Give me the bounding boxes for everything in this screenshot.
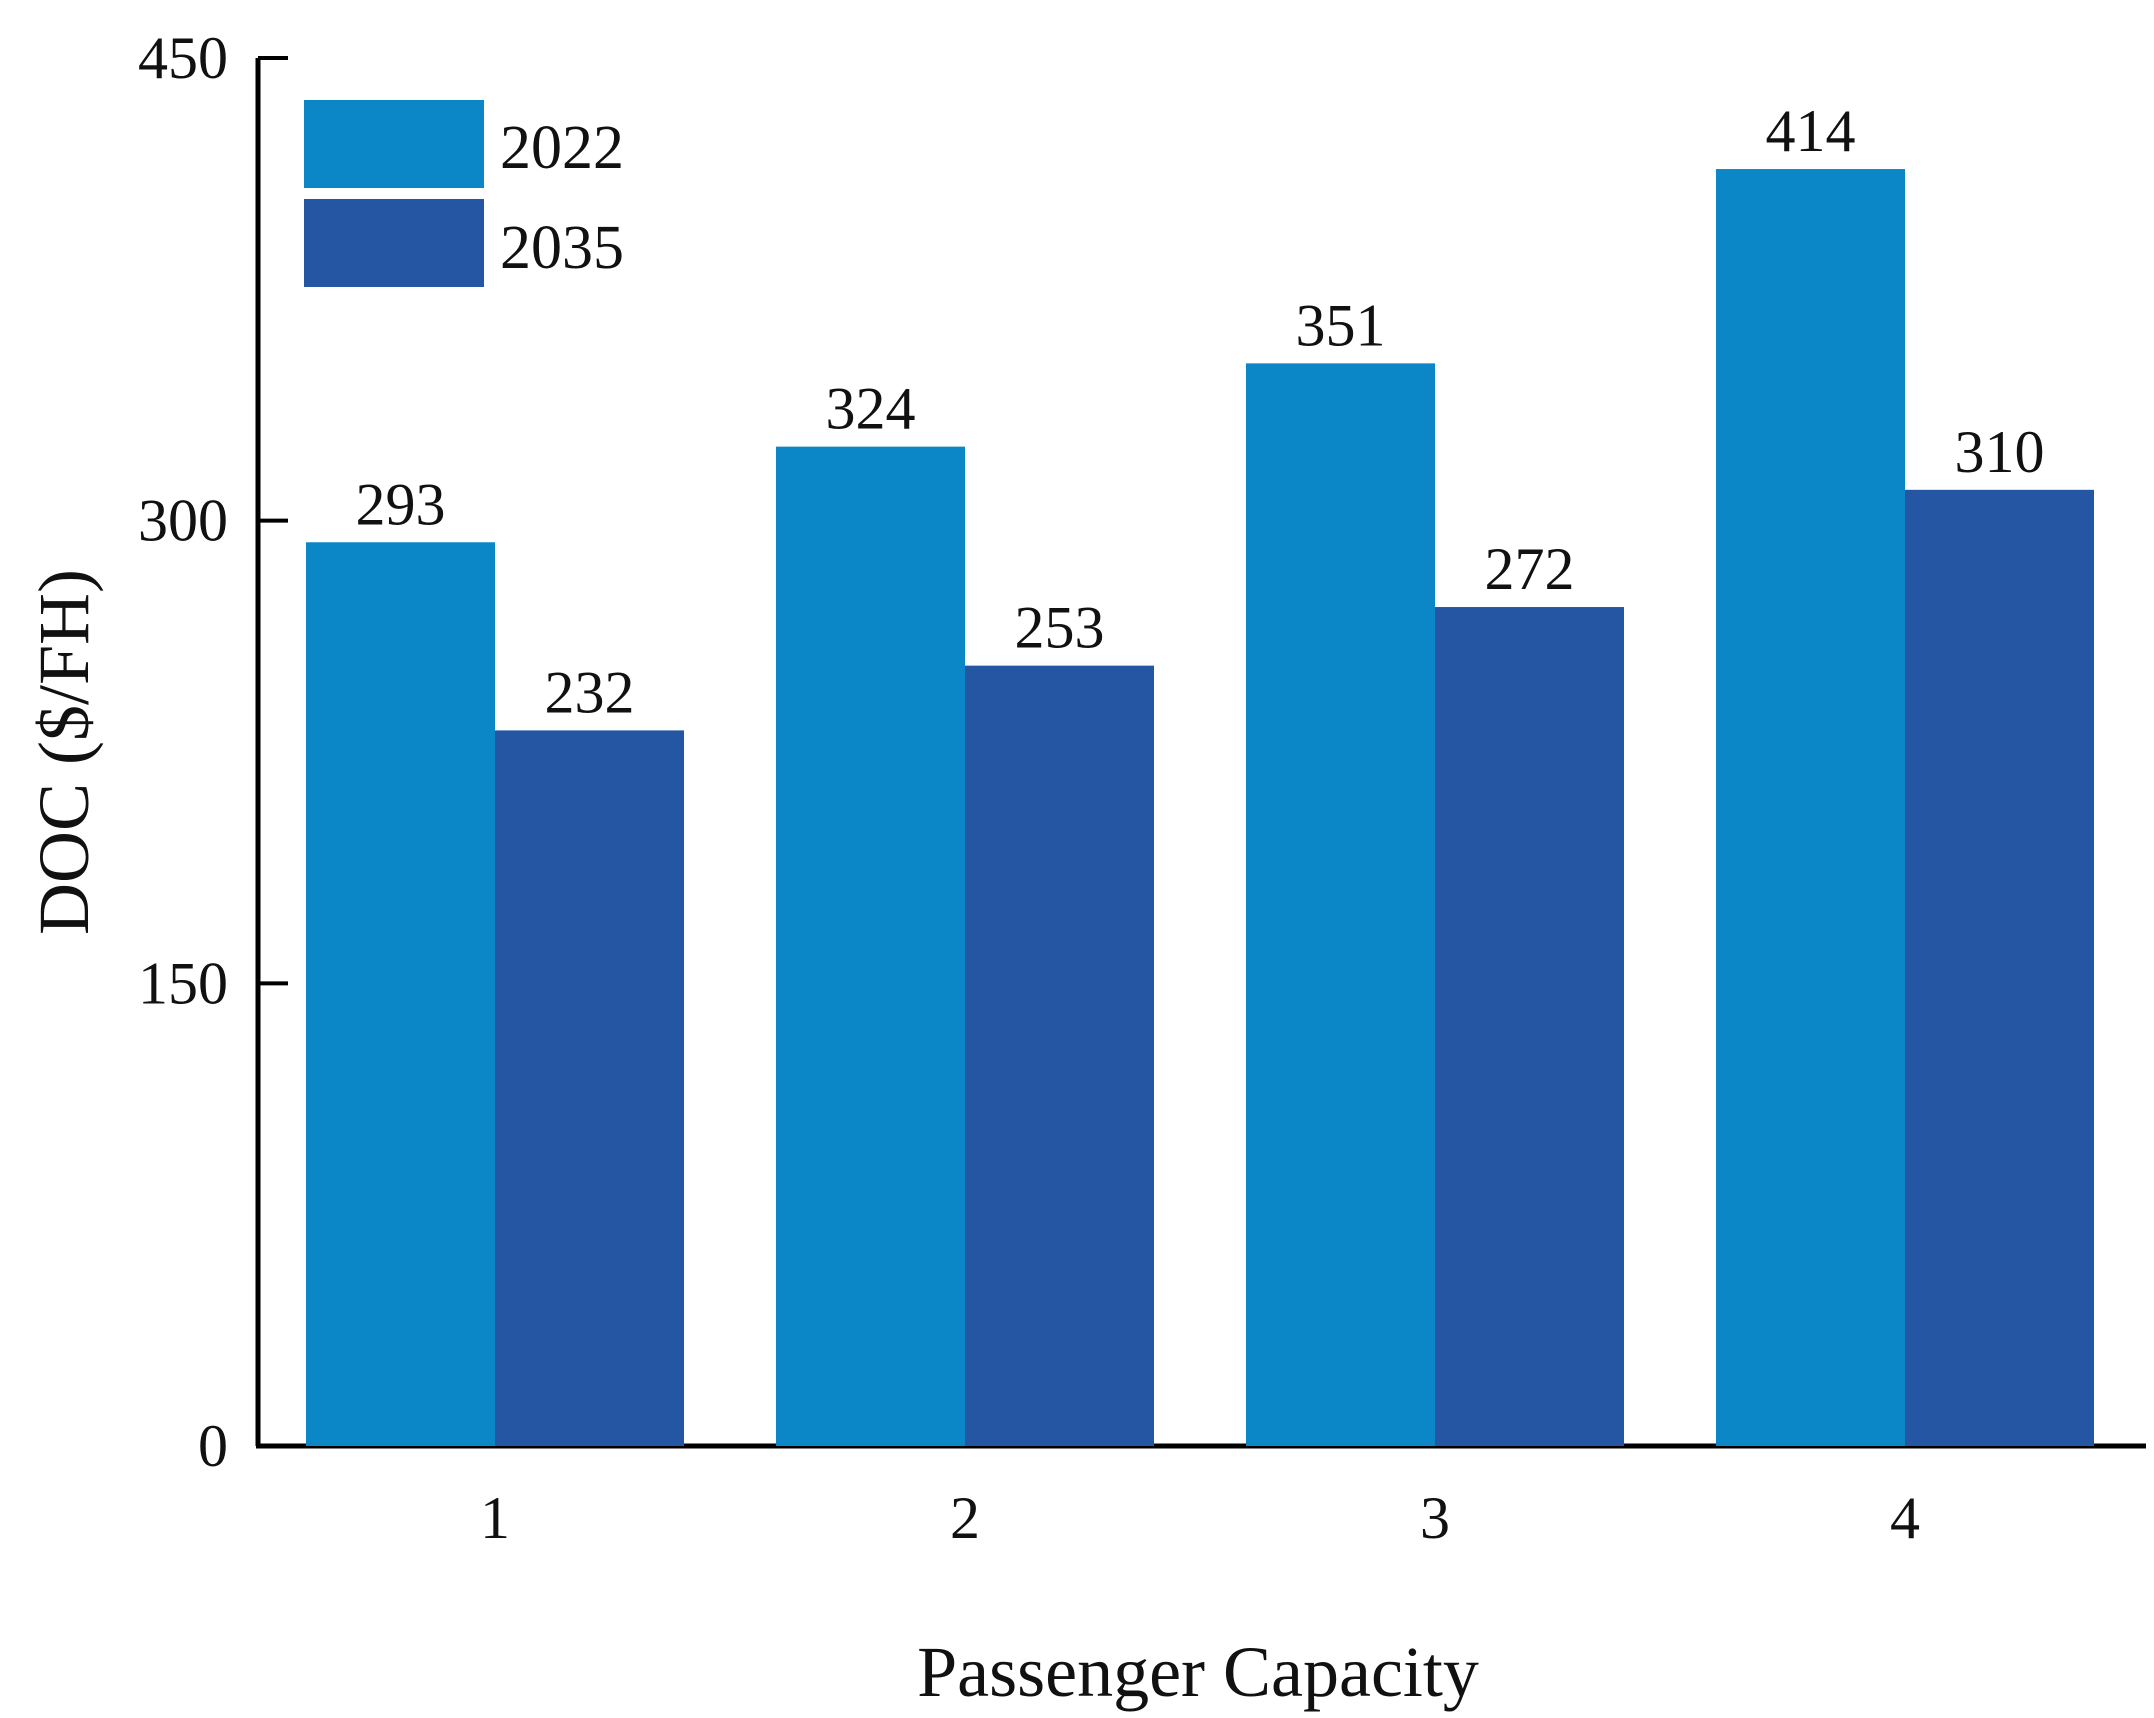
legend-swatch-2035 [304, 199, 484, 287]
data-label-2035-cat-1: 232 [545, 659, 635, 725]
data-labels-group: 293 232 324 253 351 272 414 310 [356, 98, 2045, 725]
y-axis: 0 150 300 450 [138, 25, 288, 1479]
x-tick-label-1: 1 [480, 1485, 510, 1551]
x-tick-label-3: 3 [1420, 1485, 1450, 1551]
y-tick-label-450: 450 [138, 25, 228, 91]
y-tick-label-300: 300 [138, 488, 228, 554]
x-axis-title: Passenger Capacity [917, 1632, 1479, 1712]
bar-2022-cat-1 [306, 542, 495, 1446]
y-tick-label-0: 0 [198, 1413, 228, 1479]
data-label-2035-cat-4: 310 [1955, 419, 2045, 485]
bars-group [306, 169, 2094, 1446]
legend-swatch-2022 [304, 100, 484, 188]
y-axis-title: DOC ($/FH) [24, 569, 104, 935]
data-label-2022-cat-4: 414 [1766, 98, 1856, 164]
data-label-2022-cat-1: 293 [356, 471, 446, 537]
bar-2022-cat-4 [1716, 169, 1905, 1446]
legend-label-2035: 2035 [500, 214, 624, 282]
x-tick-label-4: 4 [1890, 1485, 1920, 1551]
data-label-2022-cat-3: 351 [1296, 292, 1386, 358]
bar-2035-cat-4 [1905, 489, 2094, 1446]
legend-label-2022: 2022 [500, 114, 624, 182]
data-label-2022-cat-2: 324 [826, 376, 916, 442]
data-label-2035-cat-2: 253 [1015, 595, 1105, 661]
legend: 2022 2035 [304, 100, 624, 287]
bar-2035-cat-3 [1435, 607, 1624, 1446]
bar-2022-cat-3 [1246, 363, 1435, 1446]
y-tick-label-150: 150 [138, 950, 228, 1016]
bar-2035-cat-1 [495, 730, 684, 1446]
data-label-2035-cat-3: 272 [1485, 536, 1575, 602]
bar-2035-cat-2 [965, 665, 1154, 1446]
bar-2022-cat-2 [776, 446, 965, 1446]
x-tick-label-2: 2 [950, 1485, 980, 1551]
